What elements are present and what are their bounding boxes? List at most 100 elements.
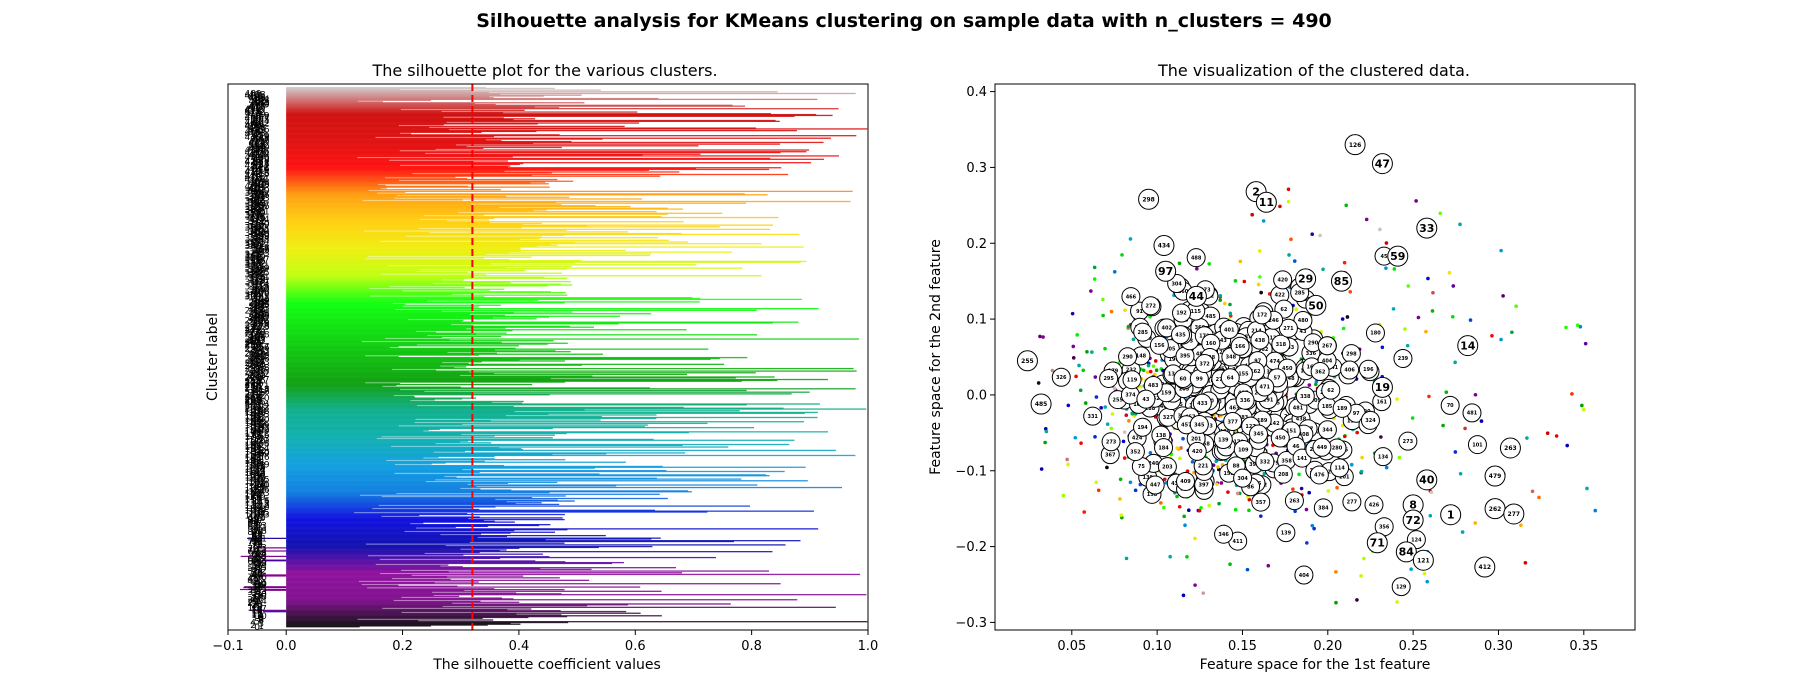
- svg-text:298: 298: [1346, 351, 1357, 357]
- data-point: [1355, 430, 1359, 435]
- silhouette-bar: [286, 381, 566, 383]
- cluster-label: 279: [252, 319, 269, 329]
- svg-text:70: 70: [1447, 403, 1454, 409]
- silhouette-bar: [286, 308, 396, 311]
- silhouette-bar: [286, 406, 684, 409]
- cluster-label: 276: [252, 322, 269, 332]
- data-point: [1341, 326, 1346, 331]
- silhouette-bar: [286, 513, 565, 516]
- svg-text:271: 271: [1283, 326, 1294, 332]
- cluster-label: 378: [244, 211, 261, 221]
- silhouette-bar: [286, 609, 508, 611]
- cluster-center: 450: [1270, 428, 1290, 448]
- silhouette-bar: [286, 298, 802, 301]
- data-point: [1119, 513, 1124, 518]
- silhouette-bar: [286, 435, 495, 437]
- silhouette-bar: [286, 258, 366, 260]
- cluster-label: 458: [248, 123, 265, 133]
- cluster-label: 35: [255, 585, 266, 595]
- silhouette-bar: [286, 138, 603, 140]
- cluster-label: 125: [244, 487, 261, 497]
- svg-text:374: 374: [1125, 393, 1136, 399]
- svg-text:50: 50: [1308, 299, 1324, 312]
- silhouette-bar: [286, 480, 426, 483]
- silhouette-bar: [286, 496, 382, 498]
- cluster-center: 139: [1213, 430, 1233, 450]
- silhouette-bar: [286, 438, 654, 441]
- silhouette-bar: [286, 597, 503, 599]
- silhouette-bar: [286, 152, 426, 155]
- cluster-label: 58: [255, 560, 267, 570]
- cluster-center: 298: [1341, 344, 1361, 364]
- cluster-label: 445: [248, 137, 265, 147]
- silhouette-bar: [286, 502, 516, 505]
- silhouette-bar: [286, 561, 624, 564]
- silhouette-bar: [286, 528, 819, 530]
- silhouette-bar: [286, 146, 467, 148]
- cluster-label: 387: [252, 201, 269, 211]
- silhouette-bar: [286, 164, 401, 166]
- cluster-label: 399: [244, 188, 261, 198]
- silhouette-bar: [286, 251, 733, 253]
- cluster-label: 81: [255, 535, 266, 545]
- cluster-label: 162: [248, 446, 265, 456]
- cluster-label: 298: [248, 298, 265, 308]
- silhouette-bar: [286, 443, 436, 445]
- silhouette-bar: [286, 241, 688, 243]
- data-point: [1344, 203, 1349, 208]
- cluster-center: 119: [1122, 370, 1142, 390]
- data-point: [1130, 411, 1134, 416]
- cluster-label: 191: [244, 415, 261, 425]
- silhouette-bar: [286, 204, 562, 206]
- silhouette-bar: [286, 383, 533, 386]
- silhouette-bar: [286, 516, 480, 518]
- cluster-label: 57: [251, 561, 262, 571]
- cluster-label: 271: [244, 327, 261, 337]
- silhouette-bar: [286, 422, 708, 425]
- data-point: [1397, 455, 1402, 460]
- silhouette-bar: [286, 349, 495, 351]
- silhouette-bar: [286, 238, 520, 241]
- silhouette-bar: [286, 249, 626, 252]
- silhouette-bar: [286, 111, 638, 113]
- silhouette-bar: [286, 162, 812, 164]
- cluster-label: 302: [252, 294, 269, 304]
- silhouette-bar: [286, 227, 419, 230]
- cluster-label: 195: [252, 410, 269, 420]
- silhouette-bar: [286, 217, 495, 220]
- cluster-label: 316: [244, 278, 261, 288]
- silhouette-bar: [286, 579, 590, 581]
- silhouette-bar: [286, 424, 648, 426]
- cluster-center: 192: [1172, 303, 1192, 323]
- cluster-label: 38: [251, 582, 263, 592]
- cluster-label: 259: [244, 340, 261, 350]
- cluster-label: 360: [252, 230, 269, 240]
- cluster-label: 224: [244, 379, 261, 389]
- silhouette-plot-title: The silhouette plot for the various clus…: [371, 61, 717, 80]
- cluster-center: 267: [1317, 336, 1337, 356]
- data-point: [1245, 567, 1250, 572]
- cluster-label: 286: [252, 311, 269, 321]
- svg-text:255: 255: [1112, 397, 1123, 403]
- svg-text:115: 115: [1191, 309, 1202, 315]
- silhouette-bar: [286, 471, 480, 473]
- cluster-label: 238: [252, 363, 269, 373]
- cluster-label: 59: [255, 559, 267, 569]
- cluster-center: 346: [1214, 524, 1234, 544]
- cluster-label: 401: [248, 186, 265, 196]
- silhouette-bar: [286, 124, 444, 126]
- cluster-label: 459: [244, 122, 261, 132]
- data-point: [1181, 593, 1186, 598]
- silhouette-bar: [286, 108, 839, 110]
- silhouette-bar: [286, 290, 403, 292]
- svg-text:203: 203: [1162, 464, 1173, 470]
- cluster-label: 465: [252, 116, 269, 126]
- svg-text:155: 155: [1223, 471, 1234, 477]
- cluster-label: 74: [251, 542, 263, 552]
- svg-text:332: 332: [1260, 459, 1271, 465]
- data-point: [1061, 493, 1066, 498]
- silhouette-bar: [286, 286, 465, 289]
- silhouette-bar: [286, 483, 468, 485]
- cluster-center: 255: [1016, 350, 1038, 372]
- data-point: [1360, 455, 1364, 460]
